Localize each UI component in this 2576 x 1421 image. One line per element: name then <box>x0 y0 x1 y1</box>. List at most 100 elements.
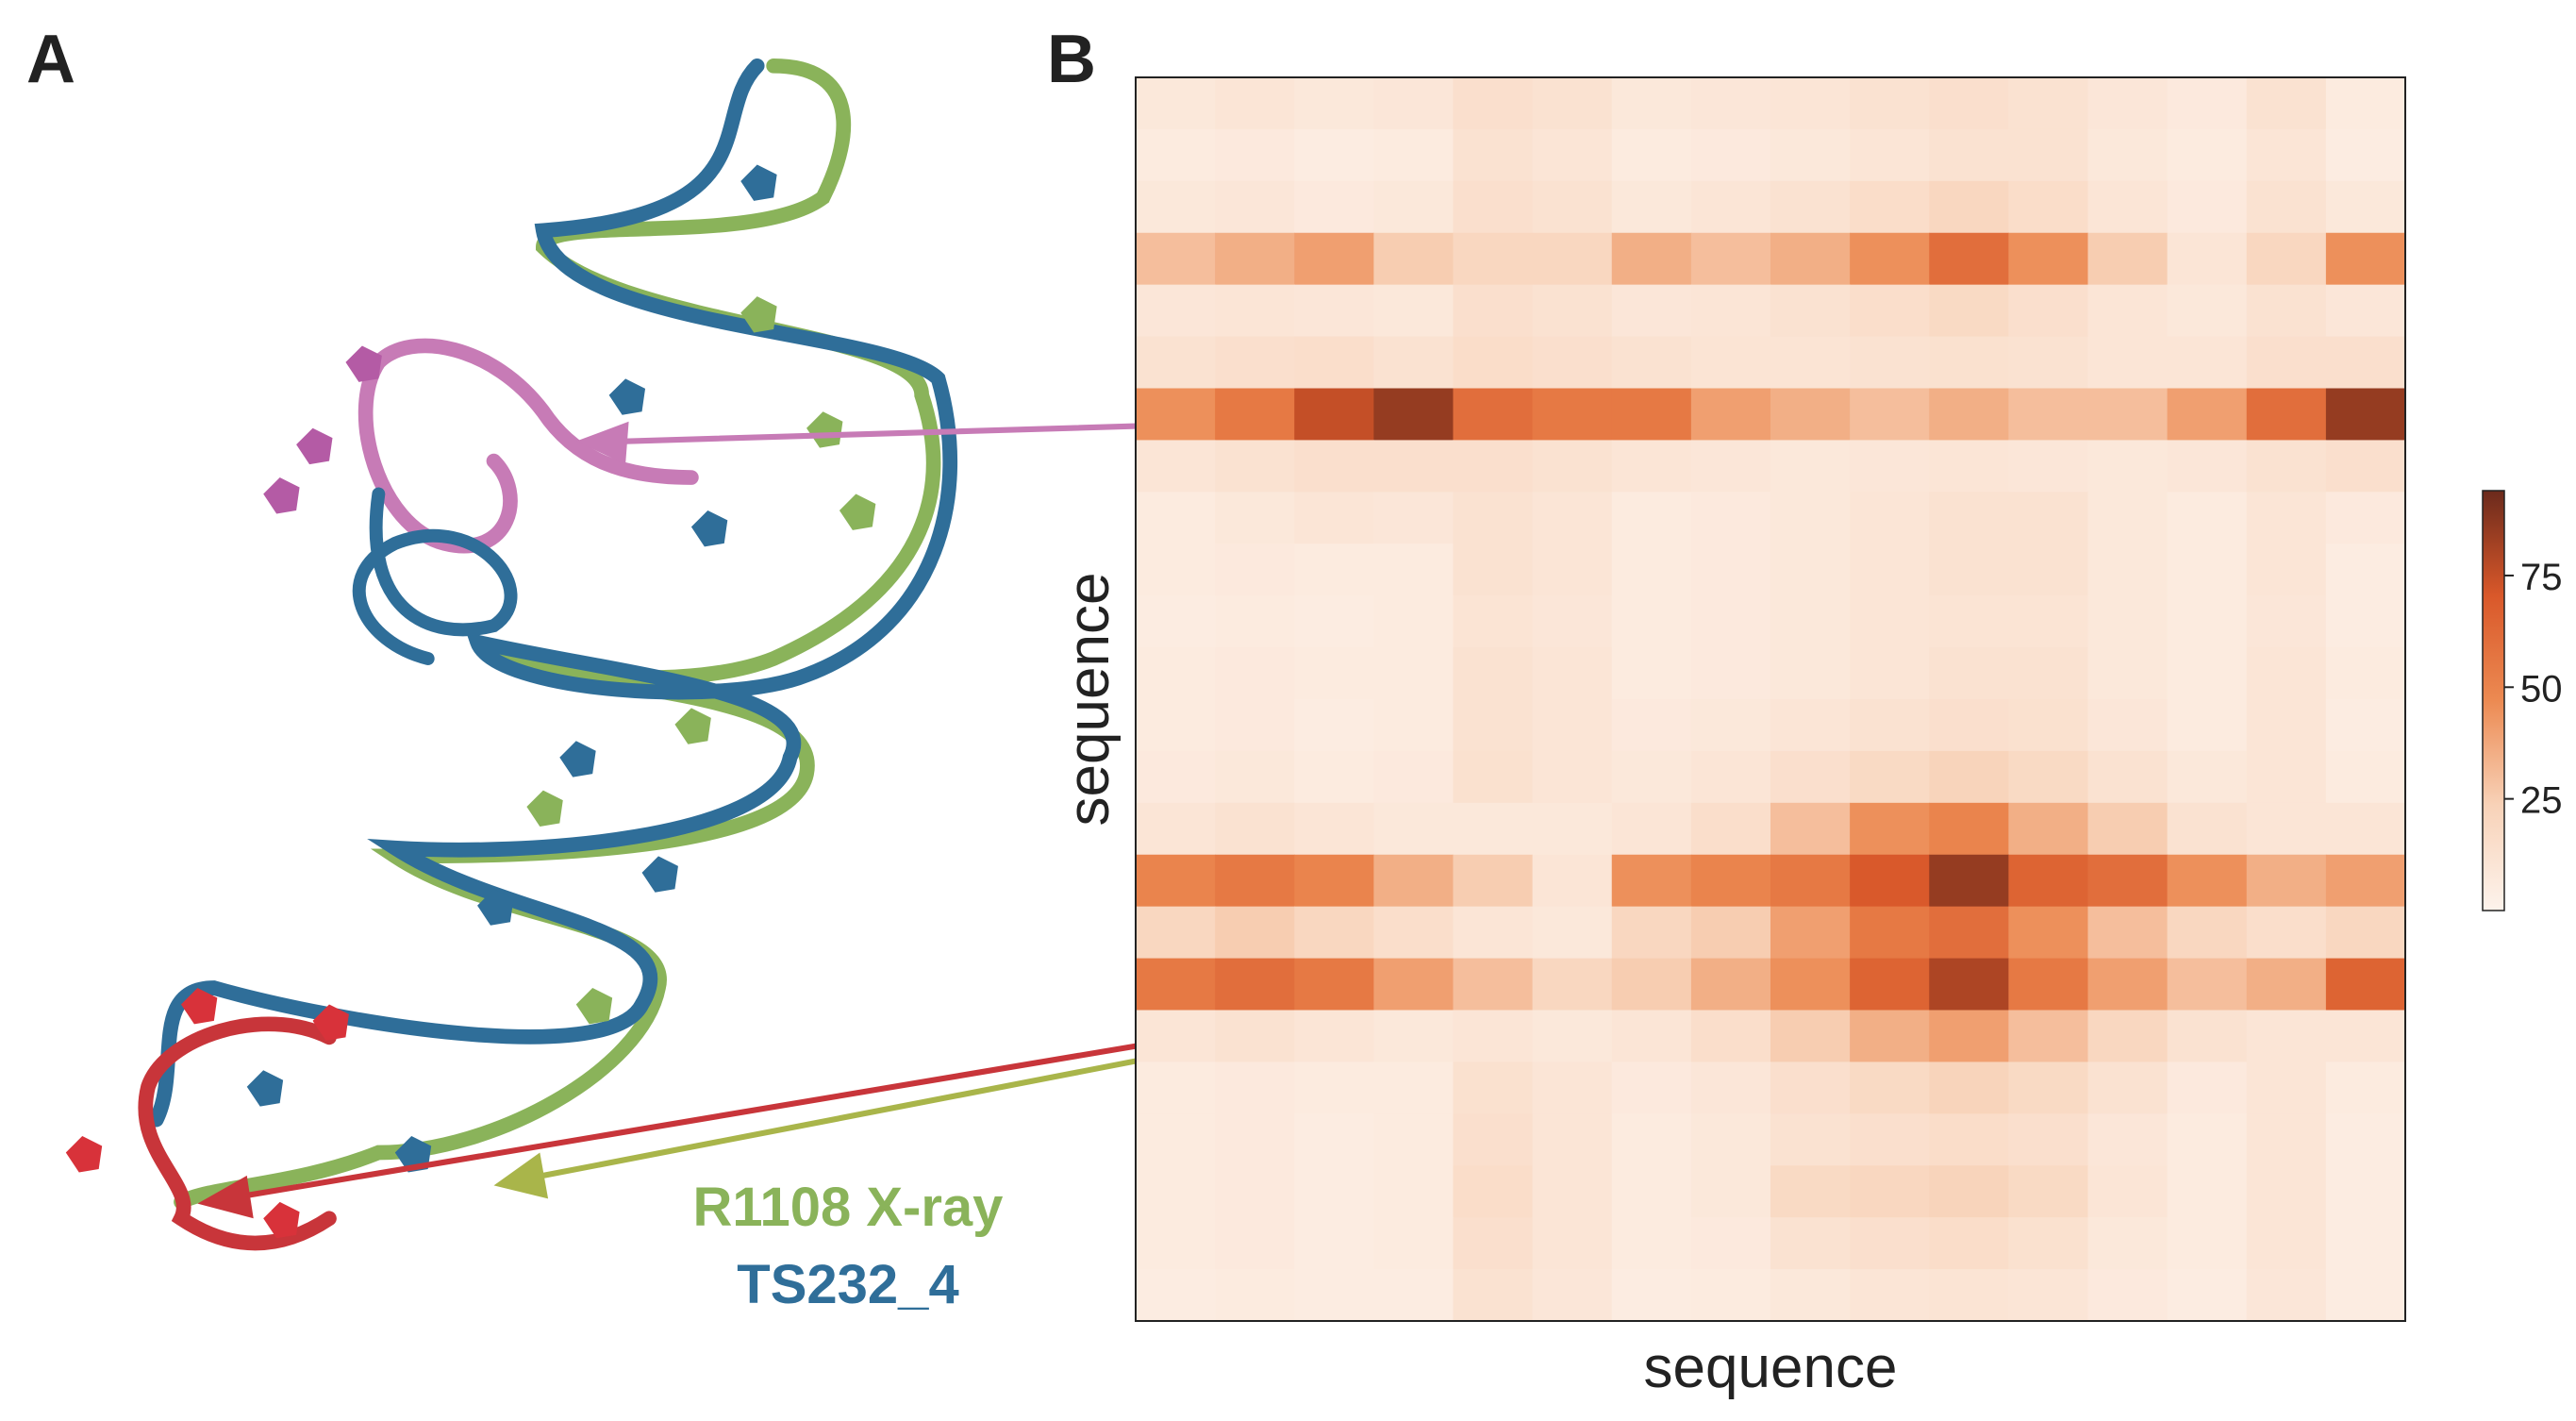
heatmap-cell <box>1532 1165 1613 1218</box>
heatmap-cell <box>2325 77 2406 130</box>
heatmap-cell <box>1453 647 1534 700</box>
heatmap-cell <box>1611 492 1692 544</box>
heatmap-cell <box>1294 336 1374 390</box>
heatmap-cell <box>1136 1062 1216 1114</box>
heatmap-cell <box>1611 699 1692 752</box>
heatmap-cell <box>1532 906 1613 960</box>
heatmap-cell <box>1929 802 2009 856</box>
heatmap-cell <box>1453 595 1534 648</box>
heatmap-cell <box>1453 492 1534 544</box>
heatmap-cell <box>1850 1217 1930 1270</box>
heatmap-cell <box>2325 1217 2406 1270</box>
heatmap-cell <box>1690 232 1771 286</box>
heatmap-cell <box>2325 699 2406 752</box>
heatmap-cell <box>2087 958 2169 1011</box>
y-axis-label: sequence <box>1056 573 1122 827</box>
heatmap-cell <box>1770 543 1851 596</box>
heatmap-cell <box>1294 388 1374 442</box>
heatmap-cell <box>2167 1010 2248 1063</box>
heatmap-cell <box>1690 1113 1771 1166</box>
heatmap-cell <box>1929 1062 2009 1114</box>
heatmap-cell <box>1136 595 1216 648</box>
heatmap-cell <box>2087 1010 2169 1063</box>
heatmap-cell <box>1294 543 1374 596</box>
heatmap-cell <box>1850 958 1930 1011</box>
heatmap-cell <box>1611 543 1692 596</box>
heatmap-cell <box>2167 699 2248 752</box>
heatmap-cell <box>2246 750 2327 804</box>
heatmap-cell <box>1611 440 1692 493</box>
heatmap-cell <box>1136 802 1216 856</box>
heatmap-cell <box>1690 440 1771 493</box>
heatmap-cell <box>2167 77 2248 130</box>
heatmap-cell <box>1294 1165 1374 1218</box>
heatmap-cell <box>2167 595 2248 648</box>
heatmap-cell <box>1373 1165 1454 1218</box>
heatmap-cell <box>1850 854 1930 908</box>
heatmap-cell <box>2246 180 2327 234</box>
heatmap-cell <box>2246 543 2327 596</box>
heatmap-cell <box>1373 802 1454 856</box>
heatmap-cell <box>2246 906 2327 960</box>
panel-label: B <box>1047 22 1096 97</box>
heatmap-cell <box>1453 854 1534 908</box>
heatmap-cell <box>1850 1010 1930 1063</box>
heatmap-cell <box>1611 1113 1692 1166</box>
heatmap-cell <box>1690 77 1771 130</box>
rna-structure <box>65 58 1772 1251</box>
heatmap-cell <box>1136 1269 1216 1322</box>
heatmap-cell <box>2325 232 2406 286</box>
heatmap-cell <box>1929 128 2009 182</box>
heatmap-cell <box>2008 1113 2089 1166</box>
heatmap-cell <box>1215 232 1295 286</box>
heatmap-cell <box>1136 906 1216 960</box>
heatmap-cell <box>1373 854 1454 908</box>
heatmap-cell <box>2325 543 2406 596</box>
heatmap-cell <box>2087 284 2169 338</box>
heatmap-cell <box>1136 854 1216 908</box>
heatmap-cell <box>1770 77 1851 130</box>
heatmap-cell <box>1770 492 1851 544</box>
heatmap-cell <box>1136 492 1216 544</box>
heatmap-cell <box>1850 388 1930 442</box>
heatmap-cell <box>1770 232 1851 286</box>
heatmap-cell <box>2167 906 2248 960</box>
legend-label: TS232_4 <box>737 1254 958 1315</box>
heatmap-cell <box>1850 284 1930 338</box>
heatmap-cell <box>1850 906 1930 960</box>
heatmap-cell <box>1532 647 1613 700</box>
heatmap-cell <box>1929 1165 2009 1218</box>
heatmap-cell <box>2167 647 2248 700</box>
heatmap-cell <box>1532 1217 1613 1270</box>
heatmap-cell <box>1929 232 2009 286</box>
heatmap-cell <box>2325 595 2406 648</box>
heatmap-cell <box>1215 1010 1295 1063</box>
heatmap-cell <box>1770 750 1851 804</box>
heatmap-cell <box>1929 180 2009 234</box>
heatmap-cell <box>1690 750 1771 804</box>
heatmap-cell <box>1215 1165 1295 1218</box>
heatmap-cell <box>2087 232 2169 286</box>
heatmap-cell <box>1611 77 1692 130</box>
heatmap-cell <box>2246 336 2327 390</box>
heatmap-cell <box>2008 336 2089 390</box>
heatmap-cell <box>1136 647 1216 700</box>
heatmap-cell <box>2087 1165 2169 1218</box>
heatmap-cell <box>2008 750 2089 804</box>
heatmap-cell <box>2087 77 2169 130</box>
heatmap-cell <box>2167 1269 2248 1322</box>
heatmap-cell <box>1532 388 1613 442</box>
heatmap-cell <box>2087 388 2169 442</box>
colorbar-tick-label: 25 <box>2520 780 2563 822</box>
heatmap-cell <box>1136 440 1216 493</box>
heatmap-cell <box>1770 1113 1851 1166</box>
heatmap-cell <box>2087 1269 2169 1322</box>
heatmap-cell <box>1136 1010 1216 1063</box>
heatmap-cell <box>1690 492 1771 544</box>
heatmap-cell <box>2008 128 2089 182</box>
heatmap-cell <box>1532 802 1613 856</box>
heatmap-cell <box>2008 647 2089 700</box>
heatmap-cell <box>2325 440 2406 493</box>
heatmap-cell <box>1532 128 1613 182</box>
heatmap-cell <box>1453 906 1534 960</box>
